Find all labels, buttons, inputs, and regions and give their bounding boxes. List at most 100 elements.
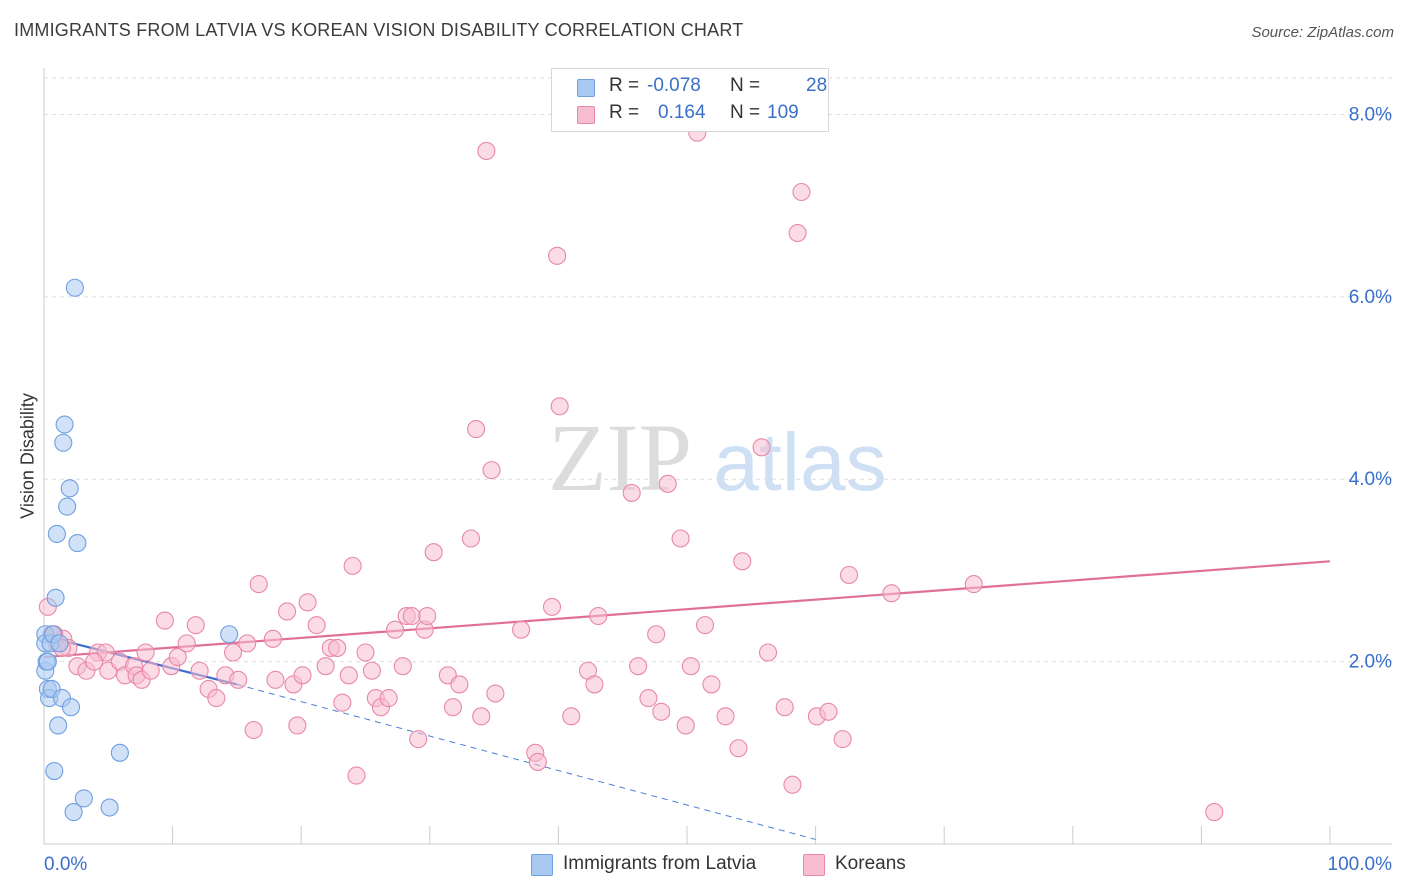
r-value: 0.164 (658, 102, 706, 123)
data-point (467, 420, 486, 439)
legend-row-koreans: R = 0.164 N = 109 (552, 102, 828, 128)
data-point (562, 707, 581, 726)
data-point (702, 675, 721, 694)
data-point (316, 657, 335, 676)
trend-line-koreans (43, 560, 1331, 659)
y-tick-label: 2.0% (1349, 652, 1392, 673)
data-point (647, 625, 666, 644)
data-point (85, 652, 104, 671)
data-point (207, 689, 226, 708)
data-point (676, 716, 695, 735)
legend-label-koreans: Koreans (835, 853, 906, 874)
gridlines (44, 77, 1392, 663)
data-point (328, 638, 347, 657)
y-tick-label: 4.0% (1349, 469, 1392, 490)
r-value: -0.078 (647, 75, 701, 96)
data-point (229, 670, 248, 689)
data-point (833, 730, 852, 749)
data-point (68, 534, 87, 553)
data-point (964, 575, 983, 594)
data-point (681, 657, 700, 676)
data-point (486, 684, 505, 703)
data-point (472, 707, 491, 726)
y-axis-label: Vision Disability (17, 393, 38, 519)
data-point (55, 415, 74, 434)
data-point (266, 670, 285, 689)
data-point (343, 556, 362, 575)
data-point (249, 575, 268, 594)
data-point (100, 798, 119, 817)
data-point (775, 698, 794, 717)
data-point (402, 606, 421, 626)
data-point (333, 693, 352, 712)
data-point (65, 278, 84, 297)
data-point (482, 461, 501, 480)
data-point (783, 775, 802, 794)
source-label: Source: ZipAtlas.com (1251, 24, 1394, 41)
data-point (244, 720, 263, 740)
data-point (839, 565, 859, 585)
stats-legend: R = -0.078 N = 28 R = 0.164 N = 109 (551, 68, 829, 132)
data-point (671, 529, 690, 548)
data-point (223, 643, 243, 662)
data-point (477, 141, 496, 161)
data-point (528, 752, 547, 771)
data-point (729, 739, 748, 758)
data-point (461, 529, 481, 548)
axes (43, 68, 1392, 845)
data-point (278, 602, 297, 621)
data-point (550, 397, 569, 416)
trend-lines (43, 560, 1331, 840)
data-point (136, 643, 155, 662)
tick-labels: 2.0% 4.0% 6.0% 8.0% 0.0% 100.0% (44, 104, 1392, 875)
data-point (639, 689, 658, 708)
data-point (548, 246, 567, 265)
n-value: 28 (806, 75, 828, 96)
data-point (50, 634, 69, 653)
legend-label-latvia: Immigrants from Latvia (563, 853, 757, 874)
data-point (46, 588, 65, 607)
data-point (220, 625, 239, 644)
data-point (238, 634, 257, 653)
data-point (45, 761, 64, 781)
data-point (788, 223, 807, 243)
data-point (74, 789, 93, 808)
watermark-zip: ZIP (548, 404, 692, 511)
data-point (293, 666, 312, 685)
data-point (512, 620, 531, 639)
data-point (652, 702, 671, 721)
y-tick-label: 8.0% (1349, 104, 1392, 125)
data-point (177, 634, 196, 653)
data-point (186, 616, 205, 635)
data-point (542, 597, 562, 616)
legend-swatch-latvia (531, 854, 553, 876)
watermark-atlas: atlas (713, 417, 886, 508)
data-point (339, 666, 358, 685)
data-point (752, 438, 771, 457)
data-point (733, 552, 752, 571)
data-point (155, 611, 174, 630)
legend-swatch-latvia (577, 79, 595, 97)
legend-swatch-koreans (577, 106, 595, 124)
data-point (54, 433, 73, 452)
data-point (379, 689, 398, 708)
data-point (409, 730, 428, 749)
legend-row-latvia: R = -0.078 N = 28 (552, 75, 828, 101)
legend-swatch-koreans (803, 854, 825, 876)
data-point (629, 657, 648, 676)
data-point (418, 606, 437, 626)
data-point (61, 698, 81, 717)
data-point (716, 707, 735, 726)
data-point (263, 629, 282, 648)
data-point (356, 643, 375, 662)
n-label: N = (730, 102, 761, 123)
n-value: 109 (767, 102, 799, 123)
data-point (450, 675, 469, 694)
data-point (792, 182, 811, 202)
data-point (362, 661, 381, 680)
data-point (307, 616, 326, 635)
data-points (36, 123, 1224, 822)
r-label: R = (609, 75, 640, 96)
data-point (585, 675, 604, 694)
